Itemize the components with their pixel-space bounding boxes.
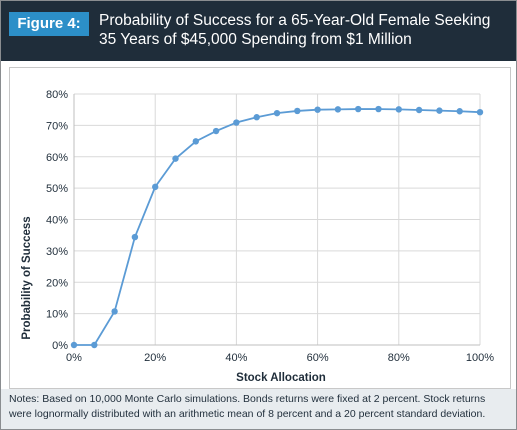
data-point xyxy=(212,127,220,135)
data-point xyxy=(70,341,78,349)
data-point xyxy=(253,114,260,121)
figure-title: Probability of Success for a 65-Year-Old… xyxy=(99,12,491,48)
figure-label: Figure 4: xyxy=(9,12,89,36)
data-point xyxy=(476,108,484,116)
data-point xyxy=(111,308,118,315)
x-tick-label: 20% xyxy=(144,352,166,364)
data-point xyxy=(273,109,281,117)
series xyxy=(70,105,484,349)
x-tick-label: 40% xyxy=(225,352,247,364)
data-point xyxy=(395,106,402,113)
data-point xyxy=(415,106,423,114)
y-tick-label: 70% xyxy=(46,120,68,132)
y-tick-label: 20% xyxy=(46,277,68,289)
y-tick-label: 40% xyxy=(46,215,68,227)
plot-panel: 0% 10% 20% 30% 40% 50% 60% 70% 80% 0% 20% 40% 60% 80%… xyxy=(9,67,511,389)
axes xyxy=(73,94,480,346)
x-tick-label: 60% xyxy=(307,352,329,364)
data-point xyxy=(294,107,301,115)
x-tick-label: 80% xyxy=(388,352,410,364)
line-chart: 0% 10% 20% 30% 40% 50% 60% 70% 80% 0% 20% 40% 60% 80%… xyxy=(21,89,494,384)
data-point xyxy=(314,106,321,113)
data-point xyxy=(355,105,362,113)
data-point xyxy=(131,233,139,241)
x-axis-label: Stock Allocation xyxy=(236,372,326,384)
data-point xyxy=(456,108,463,115)
y-tick-label: 0% xyxy=(52,340,68,352)
data-point xyxy=(375,105,382,113)
grid-lines xyxy=(74,93,481,345)
y-tick-label: 30% xyxy=(46,246,68,258)
series-line xyxy=(74,108,481,346)
tick-labels: 0% 10% 20% 30% 40% 50% 60% 70% 80% 0% 20% 40% 60% 80%… xyxy=(46,89,494,364)
data-point xyxy=(233,119,240,126)
y-axis-label: Probability of Success xyxy=(21,216,33,339)
y-tick-label: 10% xyxy=(46,309,68,321)
figure-header: Figure 4: Probability of Success for a 6… xyxy=(1,1,516,61)
notes-panel: Notes: Based on 10,000 Monte Carlo simul… xyxy=(1,389,516,429)
y-tick-label: 80% xyxy=(46,89,68,101)
data-point xyxy=(172,155,179,162)
y-tick-label: 60% xyxy=(46,152,68,164)
x-tick-label: 0% xyxy=(66,352,82,364)
data-point xyxy=(436,107,443,114)
figure-notes: Notes: Based on 10,000 Monte Carlo simul… xyxy=(9,393,486,420)
y-tick-label: 50% xyxy=(46,183,68,195)
data-point xyxy=(334,106,342,113)
data-point xyxy=(152,183,159,191)
x-tick-label: 100% xyxy=(466,352,494,364)
data-point xyxy=(91,341,98,349)
data-point xyxy=(192,138,199,145)
